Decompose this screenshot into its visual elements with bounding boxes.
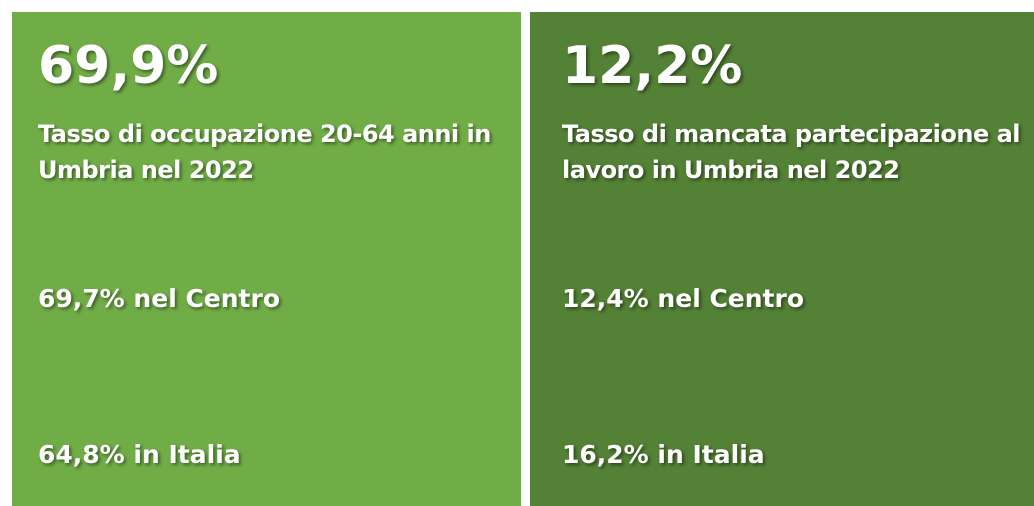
italia-value: 64,8% in Italia — [38, 440, 241, 469]
panel: 12,2% Tasso di mancata partecipazione al… — [530, 12, 1034, 506]
description: Tasso di mancata partecipazione al lavor… — [562, 120, 1021, 184]
description: Tasso di occupazione 20-64 anni in Umbri… — [38, 120, 491, 184]
headline-value: 69,9% — [38, 36, 219, 96]
headline-value: 12,2% — [562, 36, 743, 96]
italia-value: 16,2% in Italia — [562, 440, 765, 469]
panel: 69,9% Tasso di occupazione 20-64 anni in… — [12, 12, 521, 506]
centro-value: 12,4% nel Centro — [562, 284, 805, 313]
centro-value: 69,7% nel Centro — [38, 284, 281, 313]
